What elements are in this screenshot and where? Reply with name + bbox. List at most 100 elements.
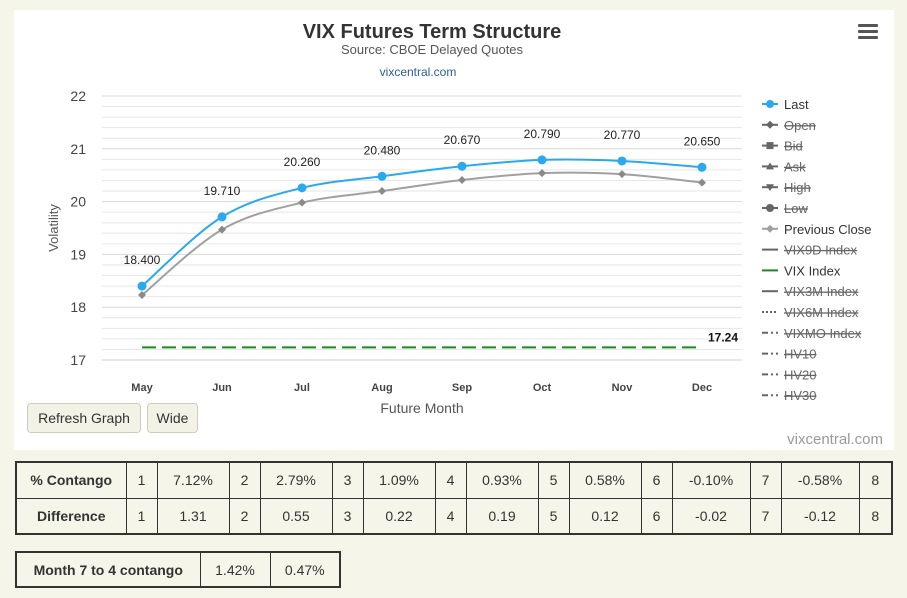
source-link[interactable]: vixcentral.com xyxy=(380,65,457,79)
last-data-label: 19.710 xyxy=(204,184,241,198)
legend-label: Ask xyxy=(784,159,806,174)
last-data-label: 20.770 xyxy=(604,128,641,142)
legend-item[interactable]: VIXMO Index xyxy=(762,326,862,341)
last-point xyxy=(377,171,387,181)
legend-item[interactable]: Previous Close xyxy=(762,222,871,237)
table-cell: 0.58% xyxy=(568,461,642,499)
last-point xyxy=(617,156,627,166)
previous-close-point xyxy=(218,225,226,234)
legend-label: HV20 xyxy=(784,367,817,382)
table-cell: 0.19 xyxy=(465,497,539,535)
last-point xyxy=(457,161,467,171)
legend-label: Low xyxy=(784,201,808,216)
last-point xyxy=(697,162,707,172)
table-cell: 7 xyxy=(749,497,782,535)
table-row: Difference 1 1.31 2 0.55 3 0.22 4 0.19 5… xyxy=(15,497,893,535)
table-row: % Contango 1 7.12% 2 2.79% 3 1.09% 4 0.9… xyxy=(15,461,893,499)
legend-label: VIX9D Index xyxy=(784,243,857,258)
legend-item[interactable]: Ask xyxy=(762,159,806,174)
legend-item[interactable]: Last xyxy=(762,97,809,112)
table-cell: 6 xyxy=(640,461,673,499)
chart-svg: VIX Futures Term Structure Source: CBOE … xyxy=(46,21,883,448)
table-cell: 5 xyxy=(537,497,570,535)
x-tick-label: Jul xyxy=(294,382,310,394)
table-cell: -0.10% xyxy=(671,461,751,499)
x-tick-label: Dec xyxy=(692,382,712,394)
table-cell: 1 xyxy=(125,461,158,499)
previous-close-point xyxy=(298,198,306,207)
last-point xyxy=(537,155,547,165)
last-data-label: 18.400 xyxy=(124,253,161,267)
previous-close-point xyxy=(698,178,706,187)
table-cell: 1.31 xyxy=(156,497,230,535)
table-cell: -0.02 xyxy=(671,497,751,535)
chart-title: VIX Futures Term Structure xyxy=(303,21,562,43)
last-point xyxy=(137,281,147,291)
x-tick-label: Aug xyxy=(371,382,392,394)
table-cell: 3 xyxy=(331,461,364,499)
legend-item[interactable]: High xyxy=(762,180,811,195)
table-cell: 0.22 xyxy=(362,497,436,535)
legend-circle-marker xyxy=(766,100,774,108)
last-data-label: 20.650 xyxy=(684,134,721,148)
legend: Last Open Bid Ask High Low Previous Close VIX9D… xyxy=(762,97,871,403)
wide-button[interactable]: Wide xyxy=(147,403,198,433)
legend-item[interactable]: Bid xyxy=(762,139,803,154)
chart-panel: VIX Futures Term Structure Source: CBOE … xyxy=(14,10,894,450)
month-contango-table: Month 7 to 4 contango 1.42% 0.47% xyxy=(15,551,341,588)
y-axis-title: Volatility xyxy=(46,204,61,252)
legend-label: HV10 xyxy=(784,347,817,362)
legend-label: Open xyxy=(784,118,816,133)
table-cell: 2.79% xyxy=(259,461,333,499)
y-tick-label: 21 xyxy=(70,141,86,157)
legend-item[interactable]: VIX6M Index xyxy=(762,305,859,320)
previous-close-point xyxy=(538,169,546,178)
last-data-label: 20.480 xyxy=(364,143,401,157)
legend-item[interactable]: HV20 xyxy=(762,367,817,382)
x-tick-label: Oct xyxy=(533,382,552,394)
table-cell: -0.58% xyxy=(780,461,860,499)
table-cell: 1.42% xyxy=(199,551,271,588)
legend-item[interactable]: VIX3M Index xyxy=(762,284,859,299)
table-cell: 4 xyxy=(434,461,467,499)
table-cell: 8 xyxy=(858,461,893,499)
legend-item[interactable]: Open xyxy=(762,118,816,133)
y-tick-label: 17 xyxy=(70,352,86,368)
legend-label: Last xyxy=(784,97,809,112)
legend-square-marker xyxy=(766,142,774,150)
last-point xyxy=(297,183,307,193)
legend-label: VIXMO Index xyxy=(784,326,862,341)
chart-subtitle: Source: CBOE Delayed Quotes xyxy=(341,42,524,57)
table-cell: -0.12 xyxy=(780,497,860,535)
refresh-graph-button[interactable]: Refresh Graph xyxy=(27,403,141,433)
legend-item[interactable]: HV10 xyxy=(762,347,817,362)
y-tick-label: 18 xyxy=(70,299,86,315)
last-data-label: 20.670 xyxy=(444,133,481,147)
credits-link[interactable]: vixcentral.com xyxy=(787,431,883,448)
legend-item[interactable]: VIX9D Index xyxy=(762,243,857,258)
table-cell: 0.12 xyxy=(568,497,642,535)
legend-item[interactable]: VIX Index xyxy=(762,263,841,278)
legend-item[interactable]: Low xyxy=(762,201,808,216)
y-tick-label: 20 xyxy=(70,194,86,210)
row-label: % Contango xyxy=(15,461,127,499)
vix-index-end-label: 17.24 xyxy=(708,330,738,344)
legend-label: Bid xyxy=(784,139,803,154)
legend-item[interactable]: HV30 xyxy=(762,388,817,403)
previous-close-point xyxy=(618,170,626,179)
hamburger-menu-icon[interactable] xyxy=(858,24,878,40)
x-tick-label: Sep xyxy=(452,382,472,394)
plot-area: 17 18 19 20 21 22 May Jun Jul Aug Sep Oct Nov Dec Futu… xyxy=(46,88,742,416)
table-cell: 3 xyxy=(331,497,364,535)
last-point xyxy=(217,212,227,222)
x-axis-title: Future Month xyxy=(380,400,463,416)
legend-label: HV30 xyxy=(784,388,817,403)
previous-close-point xyxy=(458,175,466,184)
table-cell: 5 xyxy=(537,461,570,499)
last-data-label: 20.260 xyxy=(284,155,321,169)
legend-circle-marker xyxy=(766,204,774,212)
table-cell: 7.12% xyxy=(156,461,230,499)
legend-label: VIX3M Index xyxy=(784,284,859,299)
table-cell: 4 xyxy=(434,497,467,535)
legend-label: VIX Index xyxy=(784,263,841,278)
